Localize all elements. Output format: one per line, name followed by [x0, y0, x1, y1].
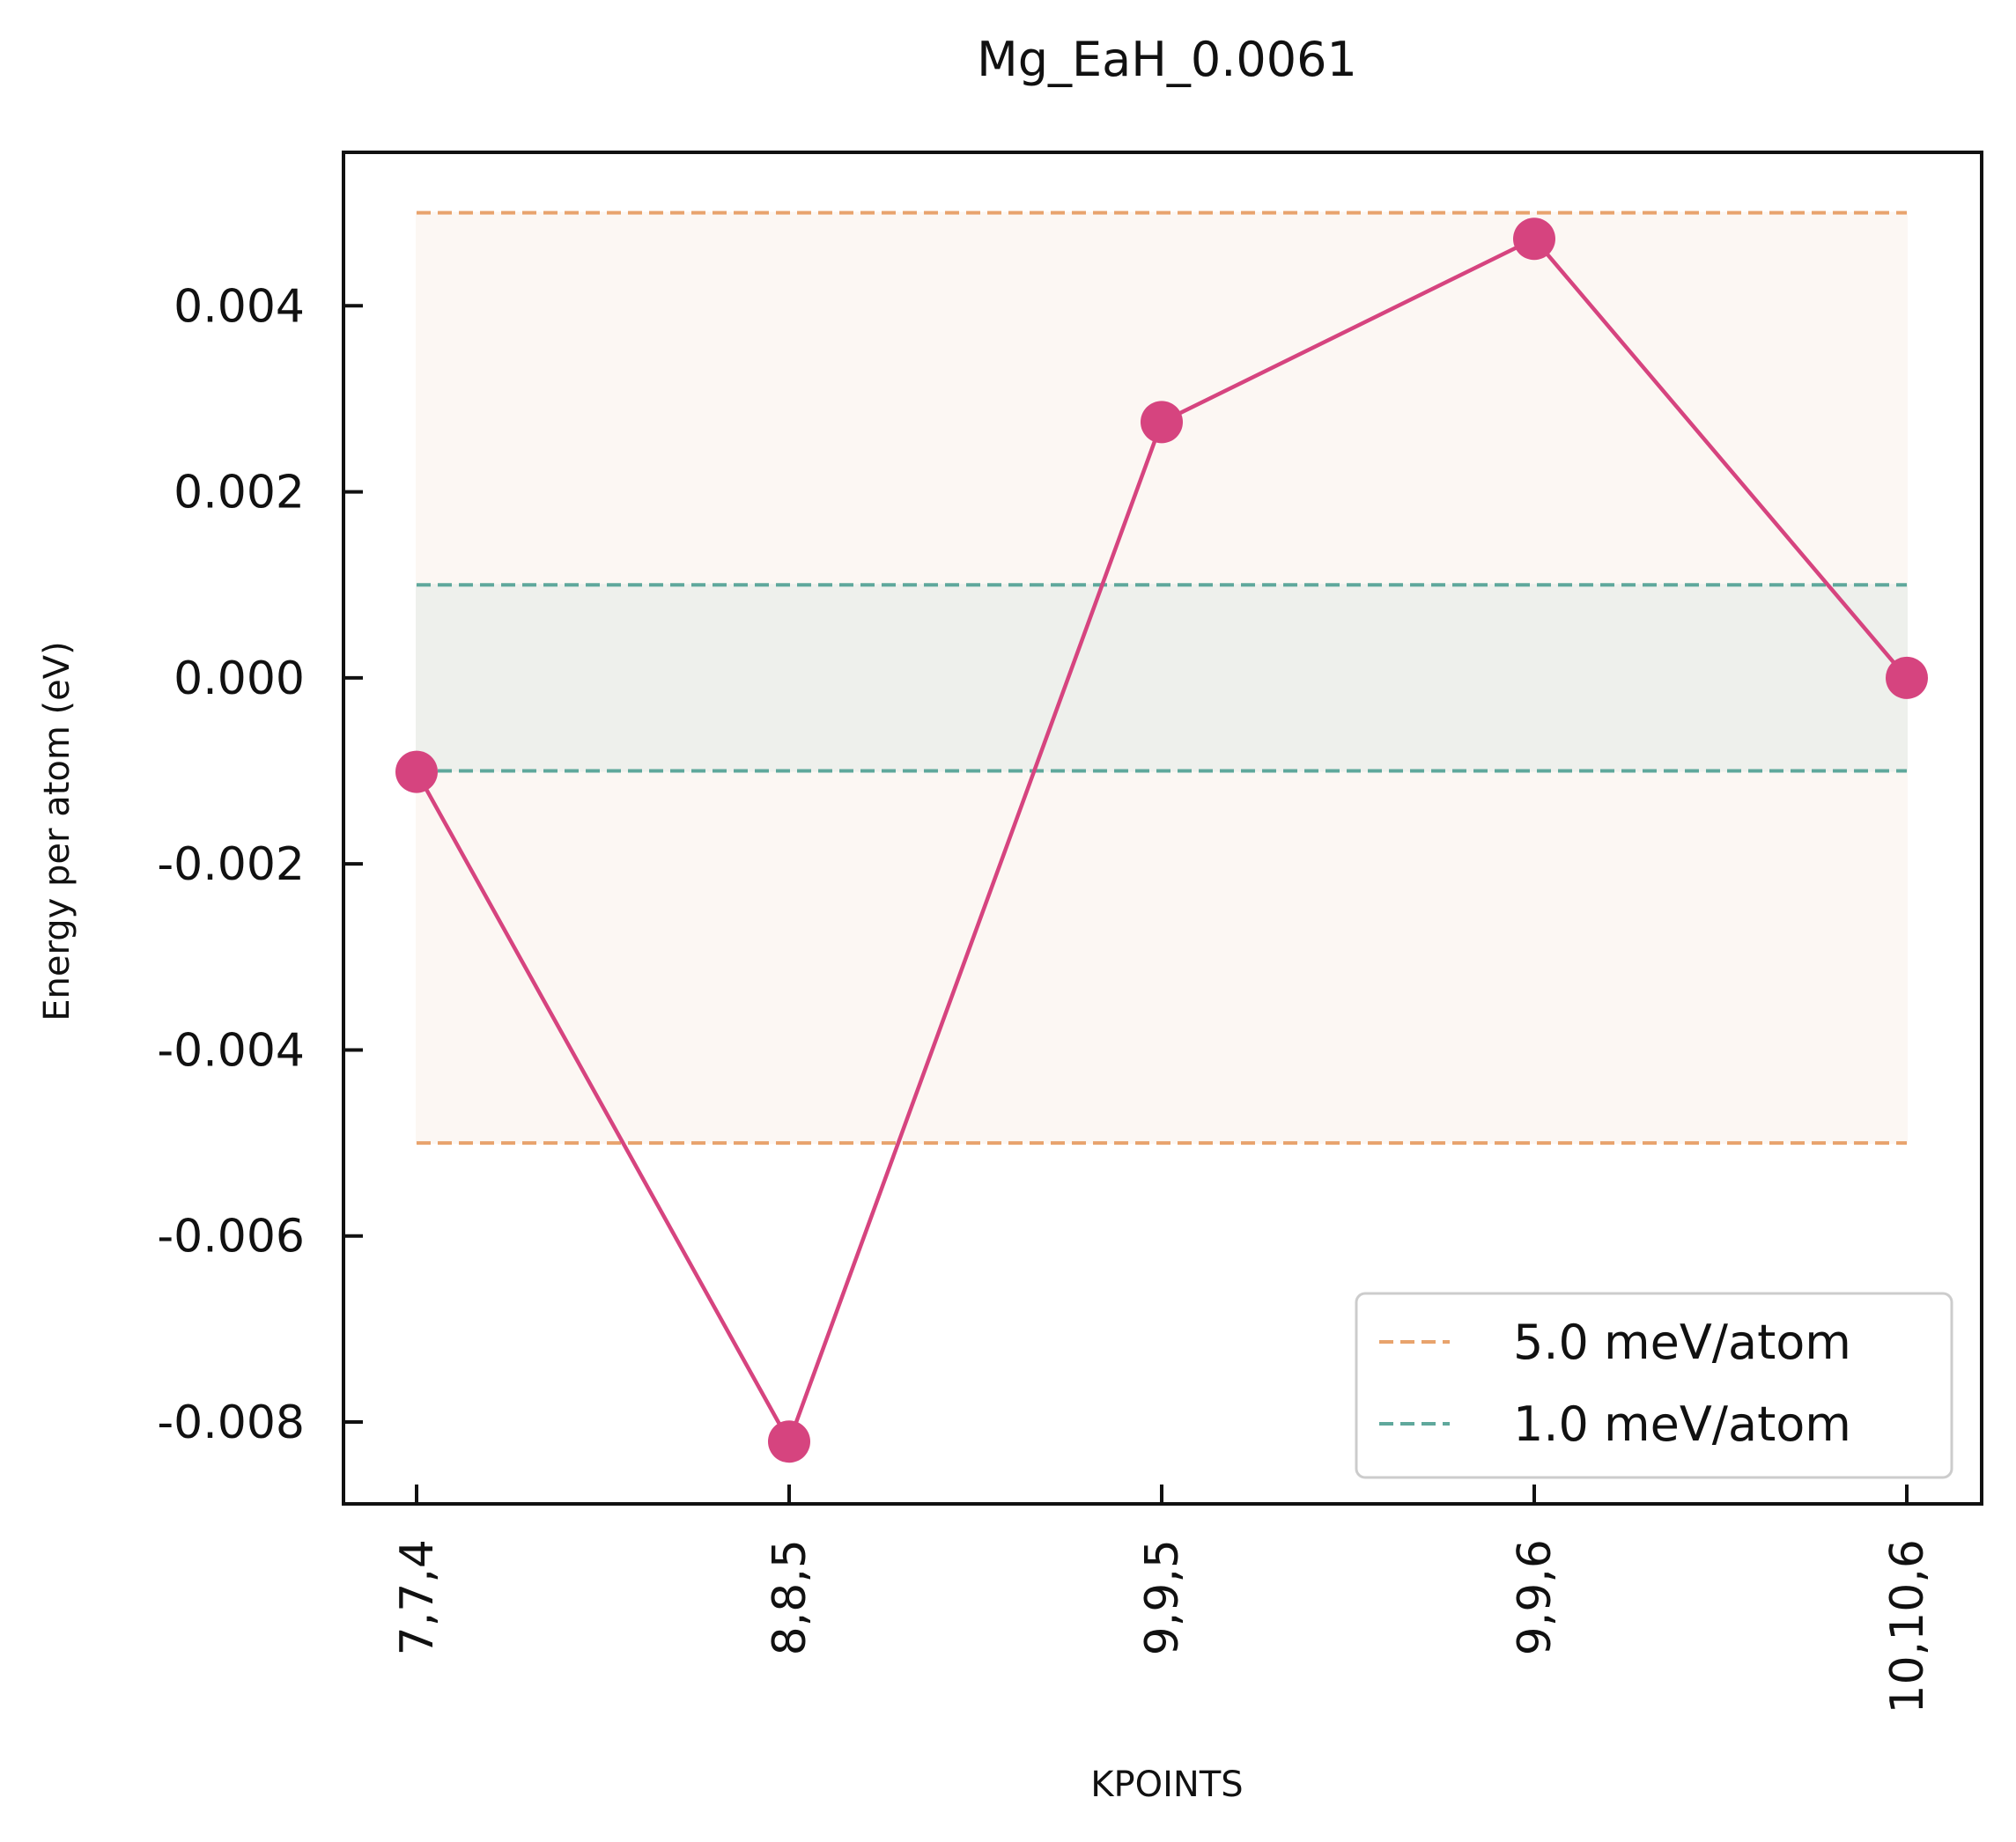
x-axis-title: KPOINTS: [1090, 1765, 1243, 1805]
y-tick-label: -0.008: [157, 1396, 305, 1449]
x-tick-label: 9,9,5: [1136, 1539, 1189, 1655]
y-tick-label: -0.004: [157, 1024, 305, 1077]
data-point: [395, 750, 438, 793]
x-tick-label: 9,9,6: [1509, 1539, 1562, 1655]
legend: 5.0 meV/atom 1.0 meV/atom: [1355, 1292, 1953, 1479]
threshold-band-1: [416, 584, 1908, 772]
y-tick-label: -0.002: [157, 838, 305, 891]
y-tick-label: 0.004: [174, 280, 305, 333]
legend-label-5mev: 5.0 meV/atom: [1513, 1315, 1851, 1370]
y-tick-label: 0.000: [174, 652, 305, 705]
legend-box: [1355, 1292, 1953, 1479]
plot-area: 0.004 0.002 0.000 -0.002 -0.004 -0.006 -0.008 7…: [157, 151, 1983, 1713]
x-tick-label: 8,8,5: [764, 1539, 816, 1655]
data-point: [1886, 656, 1928, 699]
y-tick-label: -0.006: [157, 1211, 305, 1264]
data-point: [1513, 217, 1555, 261]
data-point: [768, 1420, 810, 1463]
legend-label-1mev: 1.0 meV/atom: [1513, 1396, 1851, 1452]
y-tick-label: 0.002: [174, 467, 305, 519]
y-axis-title: Energy per atom (eV): [37, 641, 78, 1020]
x-tick-label: 7,7,4: [391, 1539, 444, 1655]
chart-title: Mg_EaH_0.0061: [977, 32, 1357, 87]
x-tick-label: 10,10,6: [1881, 1539, 1934, 1713]
data-point: [1141, 401, 1183, 444]
